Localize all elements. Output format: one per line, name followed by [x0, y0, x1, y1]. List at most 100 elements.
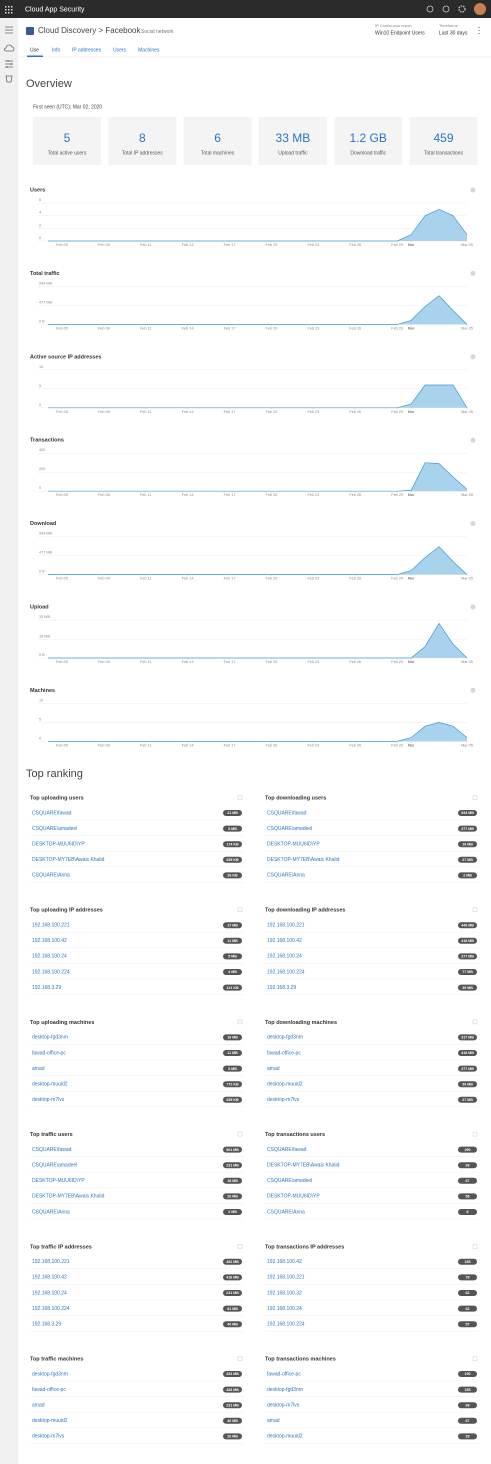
- list-expand[interactable]: [472, 795, 478, 800]
- report-select[interactable]: Win10 Endpoint Users: [375, 30, 425, 36]
- list-expand[interactable]: [472, 907, 478, 912]
- list-expand[interactable]: [237, 1356, 243, 1361]
- row-link[interactable]: 192.168.100.224: [32, 969, 70, 975]
- row-link[interactable]: fawad-office-pc: [267, 1371, 301, 1377]
- row-link[interactable]: DESKTOP-MUU6ID\YP: [267, 1194, 320, 1200]
- row-link[interactable]: desktop-fgd3nm: [267, 1035, 303, 1041]
- row-link[interactable]: 192.168.100.221: [267, 923, 305, 929]
- row-link[interactable]: 192.168.100.32: [267, 1290, 302, 1296]
- row-link[interactable]: desktop-muuid2: [32, 1082, 68, 1088]
- chart-menu[interactable]: [470, 437, 476, 443]
- row-link[interactable]: CSQUARE\amadeel: [267, 1178, 312, 1184]
- list-expand[interactable]: [237, 1131, 243, 1137]
- row-link[interactable]: amad: [32, 1403, 45, 1409]
- row-link[interactable]: CSQUARE\Anna: [267, 873, 305, 879]
- list-expand[interactable]: [472, 1356, 478, 1361]
- tab[interactable]: Info: [52, 47, 61, 53]
- row-link[interactable]: 192.168.3.29: [32, 985, 61, 991]
- tab[interactable]: Machines: [138, 47, 160, 53]
- row-link[interactable]: DESKTOP-MUU6ID\YP: [267, 842, 320, 848]
- row-link[interactable]: CSQUARE\fawad: [267, 1147, 307, 1153]
- row-link[interactable]: CSQUARE\amadeel: [267, 826, 312, 832]
- timeframe-select[interactable]: Last 30 days: [439, 30, 468, 36]
- row-link[interactable]: CSQUARE\Anna: [32, 1209, 70, 1215]
- row-link[interactable]: 192.168.100.224: [32, 1306, 70, 1312]
- list-expand[interactable]: [472, 1244, 478, 1249]
- row-link[interactable]: desktop-fgd3nm: [32, 1371, 68, 1377]
- row-link[interactable]: CSQUARE\amadeel: [32, 826, 77, 832]
- icon-status[interactable]: [426, 5, 434, 13]
- row-link[interactable]: 192.168.100.42: [267, 938, 302, 944]
- row-link[interactable]: CSQUARE\Anna: [32, 873, 70, 879]
- row-link[interactable]: fawad-office-pc: [32, 1387, 66, 1393]
- row-link[interactable]: desktop-muuid2: [267, 1082, 303, 1088]
- row-link[interactable]: 192.168.100.42: [32, 938, 67, 944]
- list-expand[interactable]: [237, 907, 243, 912]
- row-value: 428 MB: [226, 1388, 239, 1392]
- row-link[interactable]: DESKTOP-MUU6ID\YP: [32, 842, 85, 848]
- row-link[interactable]: 192.168.3.29: [267, 985, 296, 991]
- row-link[interactable]: 192.168.100.221: [32, 923, 70, 929]
- icon-settings[interactable]: [458, 5, 466, 13]
- row-link[interactable]: 192.168.100.24: [267, 1306, 302, 1312]
- row-link[interactable]: DESKTOP-MY7EB\Awais Khalid: [32, 1194, 105, 1200]
- row-link[interactable]: 192.168.100.24: [32, 954, 67, 960]
- row-link[interactable]: DESKTOP-MY7EB\Awais Khalid: [267, 1163, 340, 1169]
- chart-menu[interactable]: [470, 354, 476, 360]
- row-value: 655 KB: [226, 858, 239, 862]
- chart-menu[interactable]: [470, 521, 476, 527]
- tab[interactable]: Users: [113, 47, 127, 53]
- list-expand[interactable]: [237, 1019, 243, 1025]
- row-link[interactable]: desktop-fgd3nm: [32, 1035, 68, 1041]
- row-link[interactable]: DESKTOP-MY7EB\Awais Khalid: [32, 857, 105, 863]
- y-tick-label: 400: [39, 448, 45, 452]
- row-link[interactable]: amad: [267, 1418, 280, 1424]
- nav-alerts[interactable]: [5, 75, 13, 83]
- x-tick-label: Mar: [408, 243, 415, 247]
- row-link[interactable]: fawad-office-pc: [267, 1050, 301, 1056]
- row-link[interactable]: amad: [32, 1066, 45, 1072]
- row-link[interactable]: CSQUARE\fawad: [32, 1147, 72, 1153]
- row-link[interactable]: CSQUARE\Anna: [267, 1209, 305, 1215]
- chart-menu[interactable]: [470, 687, 476, 693]
- nav-menu[interactable]: [5, 26, 13, 34]
- row-link[interactable]: desktop-m7lvs: [32, 1434, 65, 1440]
- chart-menu[interactable]: [470, 270, 476, 276]
- row-link[interactable]: DESKTOP-MUU6ID\YP: [32, 1178, 85, 1184]
- row-link[interactable]: 192.168.100.24: [267, 954, 302, 960]
- row-link[interactable]: desktop-muuid2: [267, 1434, 303, 1440]
- nav-discover[interactable]: [4, 44, 15, 52]
- row-link[interactable]: 192.168.100.224: [267, 1322, 305, 1328]
- row-link[interactable]: fawad-office-pc: [32, 1050, 66, 1056]
- row-link[interactable]: desktop-muuid2: [32, 1418, 68, 1424]
- row-link[interactable]: 192.168.3.29: [32, 1322, 61, 1328]
- row-link[interactable]: 192.168.100.42: [267, 1259, 302, 1265]
- row-link[interactable]: 192.168.100.221: [267, 1275, 305, 1281]
- tab[interactable]: Use: [30, 47, 39, 53]
- row-link[interactable]: desktop-fgd3nm: [267, 1387, 303, 1393]
- row-link[interactable]: desktop-m7lvs: [267, 1403, 300, 1409]
- chart-menu[interactable]: [470, 604, 476, 610]
- x-tick-label: Feb 23: [307, 493, 319, 497]
- row-link[interactable]: CSQUARE\amadeel: [32, 1163, 77, 1169]
- nav-investigate[interactable]: [5, 60, 13, 68]
- chart-menu[interactable]: [470, 187, 476, 193]
- row-link[interactable]: CSQUARE\fawad: [267, 810, 307, 816]
- row-link[interactable]: DESKTOP-MY7EB\Awais Khalid: [267, 857, 340, 863]
- tab[interactable]: IP addresses: [72, 47, 102, 53]
- row-link[interactable]: desktop-m7lvs: [32, 1097, 65, 1103]
- row-link[interactable]: 192.168.100.221: [32, 1259, 70, 1265]
- avatar[interactable]: [474, 3, 486, 15]
- row-link[interactable]: CSQUARE\fawad: [32, 810, 72, 816]
- app-launcher[interactable]: [5, 6, 13, 14]
- row-link[interactable]: amad: [267, 1066, 280, 1072]
- row-link[interactable]: desktop-m7lvs: [267, 1097, 300, 1103]
- icon-help[interactable]: [442, 5, 450, 13]
- list-expand[interactable]: [472, 1019, 478, 1025]
- row-link[interactable]: 192.168.100.224: [267, 969, 305, 975]
- list-expand[interactable]: [237, 1244, 243, 1249]
- row-link[interactable]: 192.168.100.42: [32, 1275, 67, 1281]
- list-expand[interactable]: [237, 795, 243, 800]
- row-link[interactable]: 192.168.100.24: [32, 1290, 67, 1296]
- list-expand[interactable]: [472, 1131, 478, 1137]
